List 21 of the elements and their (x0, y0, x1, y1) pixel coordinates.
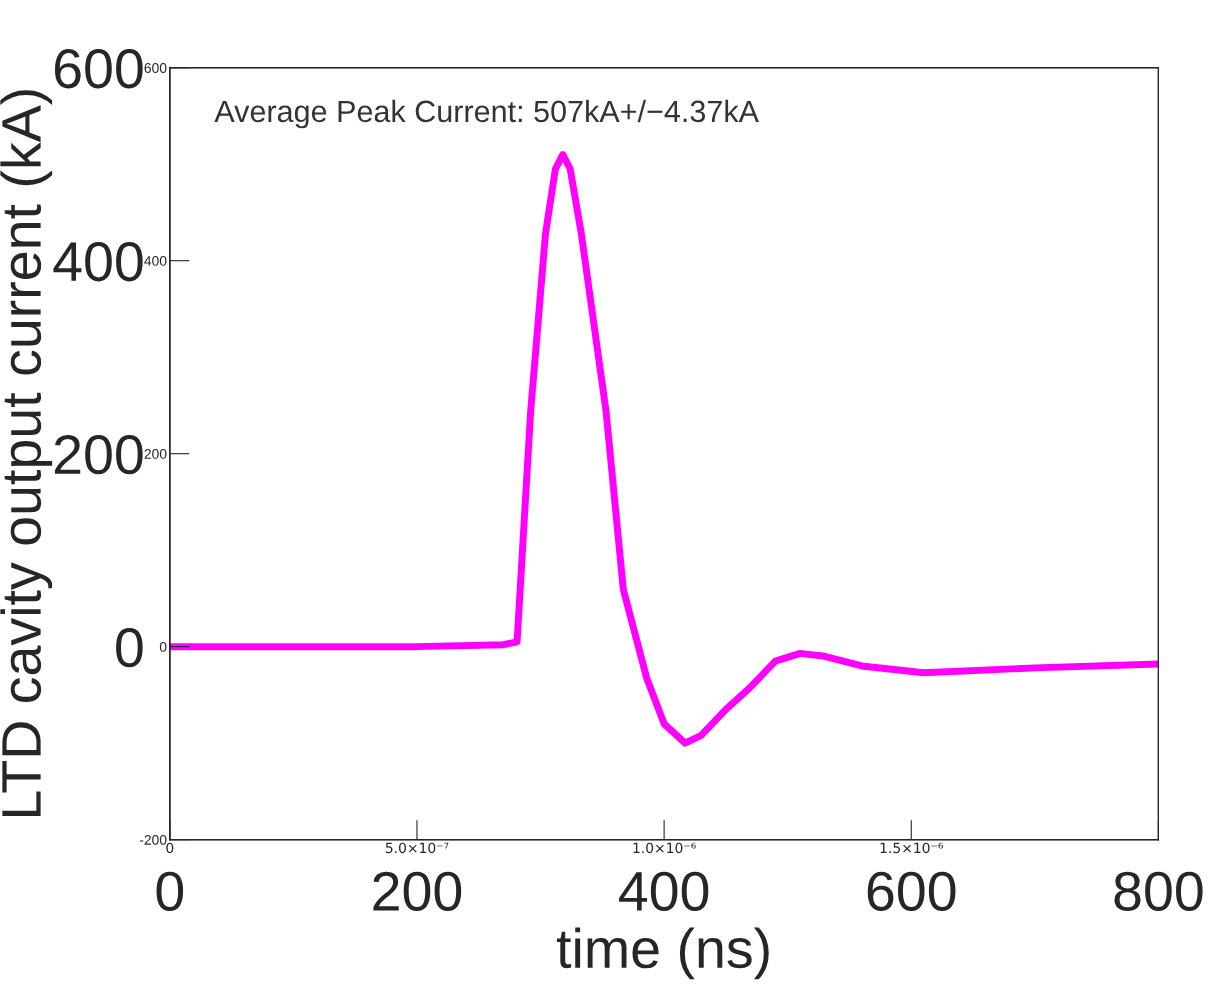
y2-tick-label: -200 (139, 834, 167, 845)
x2-tick-label: 1.0×10⁻⁶ (633, 842, 696, 854)
annotation: Average Peak Current: 507kA+/−4.37kA (214, 99, 759, 129)
y2-tick-label: 200 (144, 449, 167, 459)
y-tick-label: 400 (53, 242, 143, 282)
x-tick-label: 400 (619, 871, 709, 911)
y-tick-label: 600 (54, 49, 143, 89)
x2-tick-label: 0 (166, 842, 174, 854)
y2-tick-label: 0 (159, 641, 167, 652)
x-tick-label: 0 (156, 871, 184, 911)
x-tick-label: 600 (867, 871, 956, 911)
x-tick-label: 800 (1114, 871, 1203, 911)
x2-tick-label: 5.0×10⁻⁷ (385, 842, 449, 854)
y-tick-label: 200 (54, 435, 143, 475)
x-axis-title: time (ns) (556, 927, 769, 980)
y2-tick-label: 600 (144, 63, 167, 73)
y-axis-title: LTD cavity output current (kA) (0, 90, 53, 816)
x-tick-label: 200 (373, 871, 462, 911)
y2-tick-label: 400 (144, 256, 167, 266)
y-tick-label: 0 (116, 627, 143, 668)
x2-tick-label: 1.5×10⁻⁶ (880, 842, 943, 854)
